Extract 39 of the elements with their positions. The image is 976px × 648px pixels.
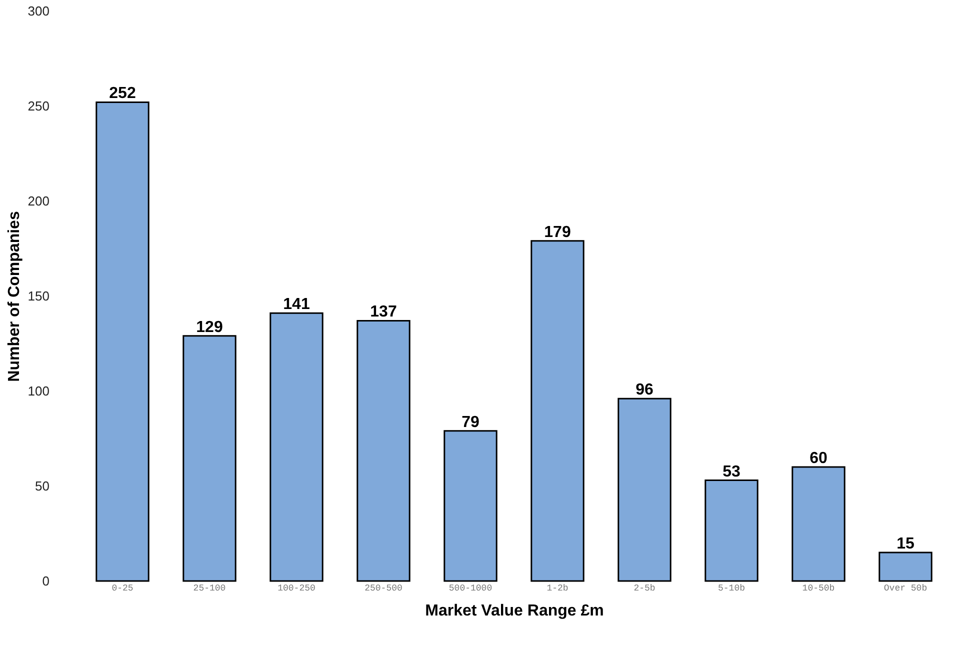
y-tick-label: 150	[28, 288, 50, 304]
x-tick-label: 100-250	[278, 584, 316, 594]
y-tick-label: 200	[28, 194, 50, 208]
x-tick-label: 25-100	[193, 584, 226, 594]
data-label: 179	[544, 224, 571, 241]
data-label: 53	[722, 463, 740, 480]
bar	[182, 335, 236, 582]
x-tick-label: Over 50b	[884, 584, 928, 594]
data-label: 137	[370, 304, 397, 321]
y-tick-label: 0	[42, 574, 50, 588]
bar	[356, 320, 410, 582]
bar	[530, 240, 584, 582]
x-tick-label: 250-500	[364, 584, 402, 594]
data-label: 60	[810, 450, 828, 467]
x-tick-label: 500-1000	[448, 584, 492, 594]
bar	[96, 101, 150, 582]
x-tick-label: 1-2b	[546, 584, 568, 594]
y-tick-label: 100	[28, 384, 50, 398]
data-label: 141	[283, 296, 310, 314]
bar	[878, 552, 932, 582]
y-tick-label: 300	[28, 4, 50, 18]
bar	[444, 430, 498, 582]
x-tick-label: 10-50b	[802, 584, 835, 594]
y-tick-label: 50	[35, 478, 50, 494]
bar	[704, 480, 758, 582]
data-label: 15	[896, 536, 914, 552]
x-tick-label: 2-5b	[634, 584, 656, 594]
bar	[792, 466, 846, 582]
x-axis-title: Market Value Range £m	[425, 602, 604, 620]
y-tick-label: 250	[28, 98, 50, 114]
data-label: 79	[462, 414, 480, 431]
x-tick-label: 5-10b	[718, 584, 746, 594]
data-label: 129	[196, 318, 223, 336]
y-axis-title: Number of Companies	[6, 211, 23, 382]
x-tick-label: 0-25	[112, 584, 134, 594]
bar	[618, 398, 672, 582]
bar	[270, 312, 324, 582]
data-label: 96	[636, 382, 654, 399]
data-label: 252	[109, 85, 136, 102]
